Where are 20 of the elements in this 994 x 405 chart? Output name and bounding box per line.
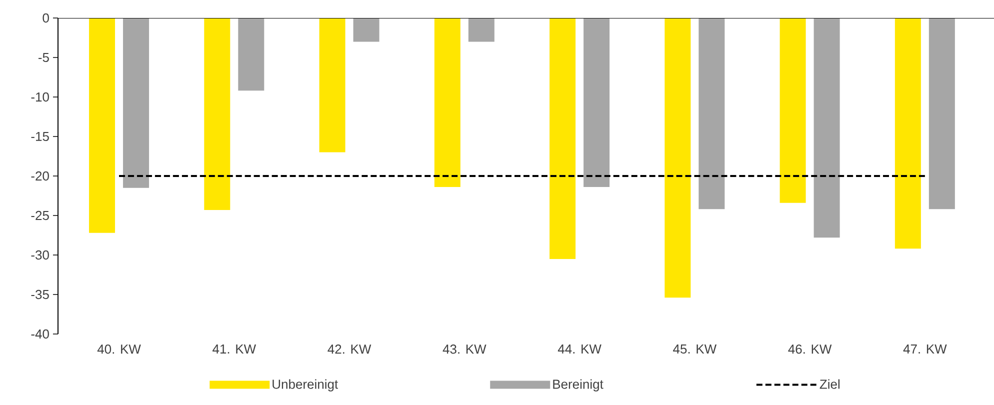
y-tick-label: 0 — [42, 13, 49, 23]
y-tick-label: -30 — [31, 250, 49, 260]
y-tick-label: -35 — [31, 290, 49, 300]
y-tick-label: -10 — [31, 92, 49, 102]
x-tick-label: 41. KW — [212, 344, 256, 354]
x-tick-label: 44. KW — [558, 344, 602, 354]
y-tick-label: -25 — [31, 210, 49, 220]
x-tick-label: 45. KW — [673, 344, 717, 354]
legend-label: Bereinigt — [553, 379, 604, 392]
x-tick-label: 42. KW — [328, 344, 372, 354]
legend-label: Unbereinigt — [272, 379, 338, 392]
y-tick-label: -20 — [31, 171, 49, 181]
y-tick-label: -15 — [31, 132, 49, 142]
x-tick-label: 43. KW — [442, 344, 486, 354]
legend-label: Ziel — [820, 379, 840, 389]
y-tick-label: -40 — [31, 329, 49, 339]
y-tick-label: -5 — [38, 52, 49, 62]
x-tick-label: 40. KW — [97, 344, 141, 354]
x-tick-label: 47. KW — [903, 344, 947, 354]
x-tick-label: 46. KW — [788, 344, 832, 354]
